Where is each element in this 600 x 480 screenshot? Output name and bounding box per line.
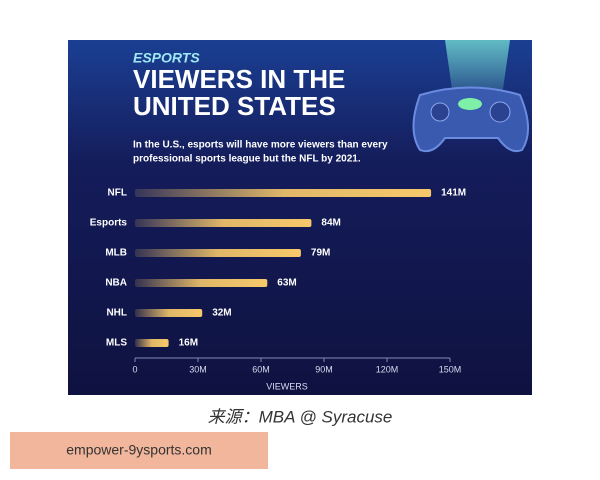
title-line: UNITED STATES <box>133 91 336 121</box>
category-label: Esports <box>90 218 128 229</box>
bar <box>135 249 301 257</box>
x-tick-label: 150M <box>439 364 462 374</box>
value-label: 32M <box>212 308 231 319</box>
value-label: 79M <box>311 248 330 259</box>
subtitle-line: In the U.S., esports will have more view… <box>133 140 388 151</box>
value-label: 63M <box>277 278 296 289</box>
x-tick-label: 120M <box>376 364 399 374</box>
value-label: 141M <box>441 188 466 199</box>
category-label: NHL <box>106 308 127 319</box>
bar <box>135 309 203 317</box>
watermark-box <box>10 432 268 469</box>
category-label: MLB <box>105 248 127 259</box>
category-label: NBA <box>105 278 127 289</box>
title-line: VIEWERS IN THE <box>133 64 345 94</box>
x-tick-label: 60M <box>252 364 270 374</box>
bar <box>135 189 432 197</box>
value-label: 16M <box>179 338 198 349</box>
x-tick-label: 30M <box>189 364 207 374</box>
bar <box>135 219 312 227</box>
controller-icon <box>412 86 529 153</box>
bar <box>135 339 169 347</box>
value-label: 84M <box>321 218 340 229</box>
category-label: MLS <box>106 338 127 349</box>
x-tick-label: 0 <box>132 364 137 374</box>
x-axis-label: VIEWERS <box>266 381 308 391</box>
bar <box>135 279 268 287</box>
caption: 来源：MBA @ Syracuse <box>208 407 393 426</box>
subtitle-line: professional sports league but the NFL b… <box>133 154 361 165</box>
category-label: NFL <box>108 188 127 199</box>
watermark: empower-9ysports.com <box>66 442 212 458</box>
kicker: ESPORTS <box>133 50 200 66</box>
x-tick-label: 90M <box>315 364 333 374</box>
